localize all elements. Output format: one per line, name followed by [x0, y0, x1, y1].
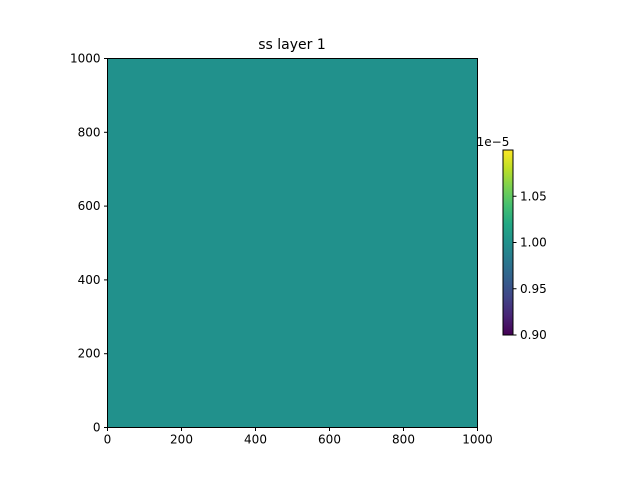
colorbar-gradient	[503, 150, 513, 335]
y-tick-label: 200	[78, 347, 101, 361]
heatmap-cell	[107, 58, 478, 428]
colorbar-ticks: 0.90 0.95 1.00 1.05	[513, 189, 547, 342]
x-tick-label: 200	[170, 433, 193, 447]
y-tick-label: 400	[78, 273, 101, 287]
chart-title: ss layer 1	[258, 37, 326, 53]
x-tick-label: 0	[104, 433, 112, 447]
x-tick-label: 400	[244, 433, 267, 447]
y-tick-label: 1000	[70, 52, 101, 66]
x-tick-label: 800	[392, 433, 415, 447]
colorbar-tick-label: 0.95	[520, 282, 547, 296]
plot-frame	[107, 58, 478, 428]
x-tick-label: 600	[318, 433, 341, 447]
y-tick-label: 800	[78, 125, 101, 139]
colorbar-offset-label: 1e−5	[477, 135, 510, 149]
y-tick-label: 600	[78, 199, 101, 213]
x-tick-label: 1000	[462, 433, 493, 447]
colorbar: 1e−5 0.90 0.95 1.00 1.05	[477, 135, 547, 342]
heatmap-cells	[107, 58, 478, 428]
colorbar-tick-label: 1.00	[520, 236, 547, 250]
colorbar-tick-label: 1.05	[520, 189, 547, 203]
y-tick-label: 0	[93, 421, 101, 435]
x-axis: 0 200 400 600 800 1000	[104, 427, 493, 447]
y-axis: 0 200 400 600 800 1000	[70, 52, 108, 435]
colorbar-tick-label: 0.90	[520, 328, 547, 342]
